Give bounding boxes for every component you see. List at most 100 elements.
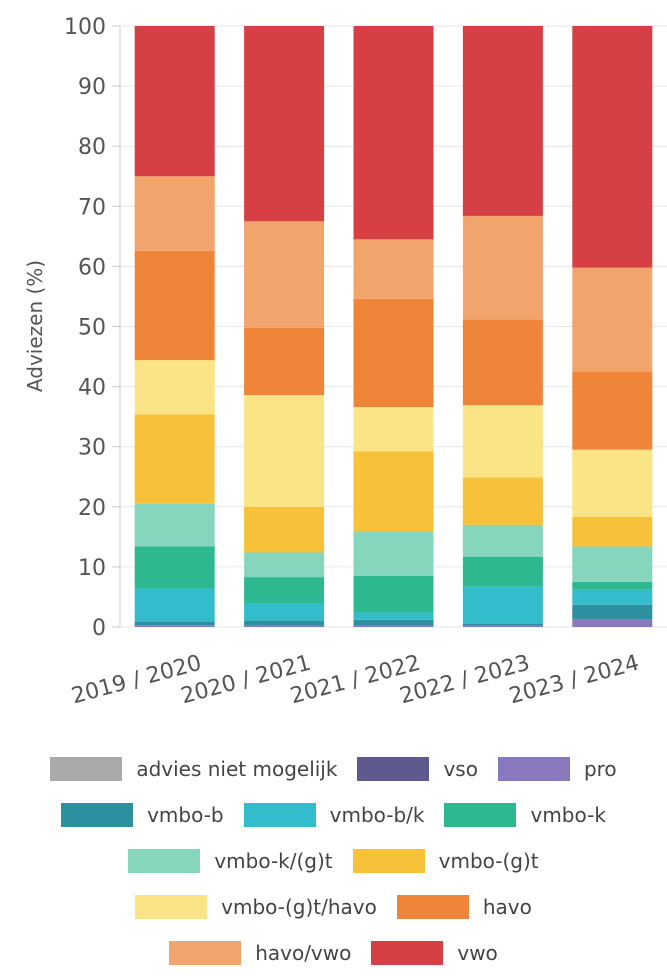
legend: advies niet mogelijk vso pro vmbo-b vmbo-b/k… [0, 746, 667, 976]
bar-segment [134, 360, 215, 415]
y-tick-label: 100 [64, 15, 106, 40]
legend-row: vmbo-(g)t/havo havo [0, 884, 667, 930]
bar-segment [572, 26, 653, 268]
legend-item[interactable]: vmbo-(g)t/havo [135, 895, 377, 919]
legend-swatch [169, 941, 242, 965]
bar-segment [244, 620, 325, 626]
bar-segment [353, 625, 434, 627]
legend-item[interactable]: advies niet mogelijk [50, 757, 337, 781]
legend-swatch [128, 849, 201, 873]
legend-swatch [396, 895, 469, 919]
legend-row: advies niet mogelijk vso pro [0, 746, 667, 792]
bar-segment [572, 604, 653, 620]
bar-segment [244, 395, 325, 507]
y-tick-label: 40 [78, 376, 106, 401]
legend-swatch [497, 757, 570, 781]
bar-segment [244, 577, 325, 603]
bar-segment [572, 449, 653, 518]
legend-label: vmbo-k [530, 803, 606, 827]
bar-segment [353, 26, 434, 240]
legend-row: vmbo-b vmbo-b/k vmbo-k [0, 792, 667, 838]
y-axis: 0 10 20 30 40 50 60 70 80 90 100 [64, 15, 121, 641]
legend-label: advies niet mogelijk [136, 757, 338, 781]
y-tick-label: 20 [78, 496, 106, 521]
legend-item[interactable]: vmbo-b/k [243, 803, 425, 827]
legend-swatch [135, 895, 208, 919]
legend-swatch [371, 941, 444, 965]
y-tick-label: 80 [78, 135, 106, 160]
legend-label: vwo [457, 941, 498, 965]
bar-segment [134, 503, 215, 547]
bar-segment [134, 250, 215, 361]
bar-segment [572, 371, 653, 450]
bar-segment [134, 588, 215, 622]
legend-item[interactable]: vmbo-(g)t [352, 849, 539, 873]
bar-segment [244, 552, 325, 578]
bar-segment [462, 625, 543, 627]
bar-segment [572, 589, 653, 605]
bar-segment [353, 298, 434, 408]
legend-item[interactable]: vmbo-k/(g)t [128, 849, 333, 873]
legend-item[interactable]: vmbo-k [444, 803, 606, 827]
legend-swatch [61, 803, 134, 827]
legend-label: vmbo-b [147, 803, 224, 827]
bar-segment [134, 26, 215, 177]
legend-label: vmbo-k/(g)t [214, 849, 333, 873]
legend-swatch [243, 803, 316, 827]
bar-segment [353, 619, 434, 626]
legend-swatch [357, 757, 430, 781]
bar-segment [462, 623, 543, 626]
bar-segment [244, 327, 325, 396]
bar-segment [462, 586, 543, 624]
legend-label: havo/vwo [255, 941, 352, 965]
bar-segment [353, 575, 434, 613]
legend-label: vmbo-(g)t/havo [221, 895, 377, 919]
legend-item[interactable]: havo/vwo [169, 941, 351, 965]
legend-item[interactable]: havo [396, 895, 532, 919]
legend-swatch [50, 757, 123, 781]
bar-segment [134, 176, 215, 251]
y-tick-label: 30 [78, 436, 106, 461]
bar-segment [353, 612, 434, 620]
legend-item[interactable]: vso [357, 757, 478, 781]
y-axis-title: Adviezen (%) [23, 260, 47, 392]
bar-segment [462, 26, 543, 216]
bar-segment [462, 524, 543, 557]
bar-segment [572, 546, 653, 582]
bars [134, 26, 653, 627]
bar-segment [353, 239, 434, 299]
bar-segment [244, 26, 325, 222]
bar-segment [462, 556, 543, 587]
legend-row: vmbo-k/(g)t vmbo-(g)t [0, 838, 667, 884]
y-tick-label: 60 [78, 255, 106, 280]
bar-segment [572, 517, 653, 547]
bar-segment [244, 602, 325, 621]
bar-segment [572, 581, 653, 590]
legend-item[interactable]: vwo [371, 941, 498, 965]
bar-segment [134, 414, 215, 504]
legend-item[interactable]: pro [497, 757, 617, 781]
bar-segment [244, 625, 325, 627]
legend-item[interactable]: vmbo-b [61, 803, 224, 827]
y-tick-label: 10 [78, 556, 106, 581]
legend-label: vmbo-b/k [329, 803, 425, 827]
bar-segment [134, 625, 215, 627]
legend-swatch [352, 849, 425, 873]
y-tick-label: 70 [78, 195, 106, 220]
legend-swatch [444, 803, 517, 827]
legend-label: vmbo-(g)t [438, 849, 539, 873]
bar-segment [572, 267, 653, 372]
y-tick-label: 90 [78, 75, 106, 100]
bar-segment [134, 546, 215, 589]
bar-segment [462, 319, 543, 406]
bar-segment [353, 531, 434, 576]
bar-segment [462, 477, 543, 525]
bar-segment [244, 506, 325, 553]
bar-segment [244, 221, 325, 328]
bar-segment [353, 407, 434, 452]
bar-segment [572, 619, 653, 627]
bar-segment [134, 621, 215, 626]
legend-row: havo/vwo vwo [0, 930, 667, 976]
